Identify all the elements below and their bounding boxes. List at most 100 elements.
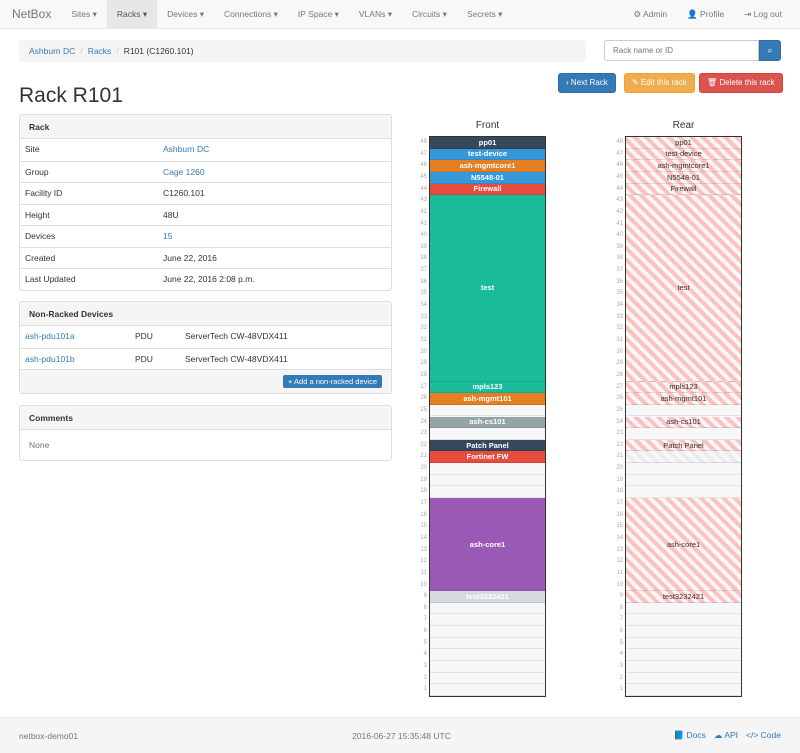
unit-number: 28 bbox=[420, 371, 427, 378]
rack-unit[interactable] bbox=[626, 684, 741, 696]
attr-value[interactable]: Ashburn DC bbox=[163, 144, 210, 154]
rear-label: Rear bbox=[672, 120, 695, 131]
rack-unit[interactable] bbox=[430, 626, 545, 638]
device-front[interactable]: test-device bbox=[430, 148, 545, 161]
rack-unit[interactable] bbox=[626, 428, 741, 440]
unit-number: 37 bbox=[420, 267, 427, 274]
rack-unit[interactable] bbox=[430, 684, 545, 696]
rack-unit[interactable] bbox=[626, 626, 741, 638]
nav-racks[interactable]: Racks ▾ bbox=[106, 0, 158, 29]
attr-value: 48U bbox=[163, 209, 179, 220]
nav-admin[interactable]: ⚙ Admin bbox=[633, 8, 668, 19]
unit-number: 39 bbox=[616, 243, 623, 250]
unit-number: 2 bbox=[619, 674, 623, 681]
device-rear[interactable]: mpls123 bbox=[626, 381, 741, 394]
device-link[interactable]: ash-pdu101b bbox=[25, 353, 75, 364]
rack-unit[interactable] bbox=[430, 486, 545, 499]
device-rear[interactable]: test bbox=[626, 195, 741, 382]
unit-number: 33 bbox=[420, 313, 427, 320]
device-front[interactable]: Firewall bbox=[430, 183, 545, 196]
rack-unit[interactable] bbox=[626, 463, 741, 475]
rack-unit[interactable] bbox=[626, 649, 741, 662]
api-link[interactable]: ☁ API bbox=[713, 730, 739, 740]
unit-number: 41 bbox=[420, 220, 427, 227]
device-rear[interactable]: N5548-01 bbox=[626, 171, 741, 184]
device-rear[interactable]: ash-cs101 bbox=[626, 416, 741, 429]
unit-number: 31 bbox=[420, 336, 427, 343]
edit-rack-button[interactable]: ✎ Edit this rack bbox=[624, 73, 695, 93]
rack-unit[interactable] bbox=[430, 638, 545, 650]
rack-unit[interactable] bbox=[430, 661, 545, 673]
rack-unit[interactable] bbox=[430, 475, 545, 487]
device-rear[interactable]: ash-core1 bbox=[626, 498, 741, 592]
nav-sites[interactable]: Sites ▾ bbox=[71, 8, 97, 19]
device-front[interactable]: N5548-01 bbox=[430, 171, 545, 184]
device-front[interactable]: ash-cs101 bbox=[430, 416, 545, 429]
nav-profile[interactable]: 👤 Profile bbox=[687, 8, 725, 19]
nav-devices[interactable]: Devices ▾ bbox=[167, 8, 205, 19]
search-input[interactable] bbox=[604, 40, 759, 61]
add-non-racked-device-button[interactable]: + Add a non-racked device bbox=[282, 375, 382, 388]
attr-label: Group bbox=[25, 166, 49, 177]
attr-value[interactable]: Cage 1260 bbox=[163, 166, 205, 177]
rack-unit[interactable] bbox=[430, 428, 545, 440]
breadcrumb-site[interactable]: Ashburn DC bbox=[29, 46, 76, 56]
device-front[interactable]: Patch Panel bbox=[430, 439, 545, 452]
rack-unit[interactable] bbox=[626, 405, 741, 417]
device-rear[interactable]: pp01 bbox=[626, 137, 741, 149]
unit-number: 9 bbox=[619, 593, 623, 600]
device-rear[interactable] bbox=[626, 451, 741, 464]
rack-unit[interactable] bbox=[626, 475, 741, 487]
rack-unit[interactable] bbox=[626, 638, 741, 650]
unit-number: 16 bbox=[420, 511, 427, 518]
nav-connections[interactable]: Connections ▾ bbox=[224, 8, 278, 19]
brand-logo[interactable]: NetBox bbox=[12, 7, 52, 21]
rack-unit[interactable] bbox=[430, 649, 545, 662]
device-front[interactable]: ash-mgmt101 bbox=[430, 393, 545, 405]
device-front[interactable]: ash-mgmtcore1 bbox=[430, 160, 545, 172]
nav-circuits[interactable]: Circuits ▾ bbox=[411, 8, 447, 19]
docs-link[interactable]: 📘 Docs bbox=[673, 730, 706, 740]
device-front[interactable]: test bbox=[430, 195, 545, 382]
rack-unit[interactable] bbox=[430, 603, 545, 615]
code-link[interactable]: </> Code bbox=[746, 730, 781, 740]
breadcrumb-racks[interactable]: Racks bbox=[87, 46, 112, 56]
comments-panel: Comments None bbox=[19, 405, 392, 461]
rack-unit[interactable] bbox=[626, 673, 741, 685]
attr-label: Created bbox=[25, 252, 56, 263]
unit-number: 25 bbox=[616, 406, 623, 413]
device-rear[interactable]: ash-mgmtcore1 bbox=[626, 160, 741, 172]
device-front[interactable]: test3232421 bbox=[430, 591, 545, 603]
device-rear[interactable]: ash-mgmt101 bbox=[626, 393, 741, 405]
rack-unit[interactable] bbox=[626, 603, 741, 615]
device-front[interactable]: pp01 bbox=[430, 137, 545, 149]
device-front[interactable]: mpls123 bbox=[430, 381, 545, 394]
rack-unit[interactable] bbox=[430, 673, 545, 685]
unit-number: 46 bbox=[616, 162, 623, 169]
unit-number: 3 bbox=[423, 663, 427, 670]
device-rear[interactable]: Patch Panel bbox=[626, 439, 741, 452]
rack-unit[interactable] bbox=[626, 486, 741, 499]
delete-rack-button[interactable]: 🗑 Delete this rack bbox=[699, 73, 783, 93]
nav-logout[interactable]: ⇥ Log out bbox=[744, 8, 782, 19]
rack-unit[interactable] bbox=[626, 661, 741, 673]
rack-unit[interactable] bbox=[430, 614, 545, 627]
attr-value[interactable]: 15 bbox=[163, 231, 173, 241]
rack-unit[interactable] bbox=[430, 405, 545, 417]
device-front[interactable]: Fortinet FW bbox=[430, 451, 545, 464]
nav-vlans[interactable]: VLANs ▾ bbox=[358, 8, 392, 19]
table-row: ash-pdu101b PDU ServerTech CW-48VDX411 bbox=[20, 347, 391, 370]
device-rear[interactable]: Firewall bbox=[626, 183, 741, 196]
nav-ip[interactable]: IP Space ▾ bbox=[297, 8, 339, 19]
rack-unit[interactable] bbox=[626, 614, 741, 627]
search-button[interactable]: ⌕ bbox=[759, 40, 781, 61]
unit-number: 1 bbox=[619, 686, 623, 693]
rack-unit[interactable] bbox=[430, 463, 545, 475]
device-rear[interactable]: test-device bbox=[626, 148, 741, 161]
rack-search: ⌕ bbox=[604, 40, 781, 61]
device-rear[interactable]: test3232421 bbox=[626, 591, 741, 603]
nav-secrets[interactable]: Secrets ▾ bbox=[466, 8, 503, 19]
next-rack-button[interactable]: › Next Rack bbox=[558, 73, 616, 93]
device-front[interactable]: ash-core1 bbox=[430, 498, 545, 592]
device-link[interactable]: ash-pdu101a bbox=[25, 331, 75, 341]
